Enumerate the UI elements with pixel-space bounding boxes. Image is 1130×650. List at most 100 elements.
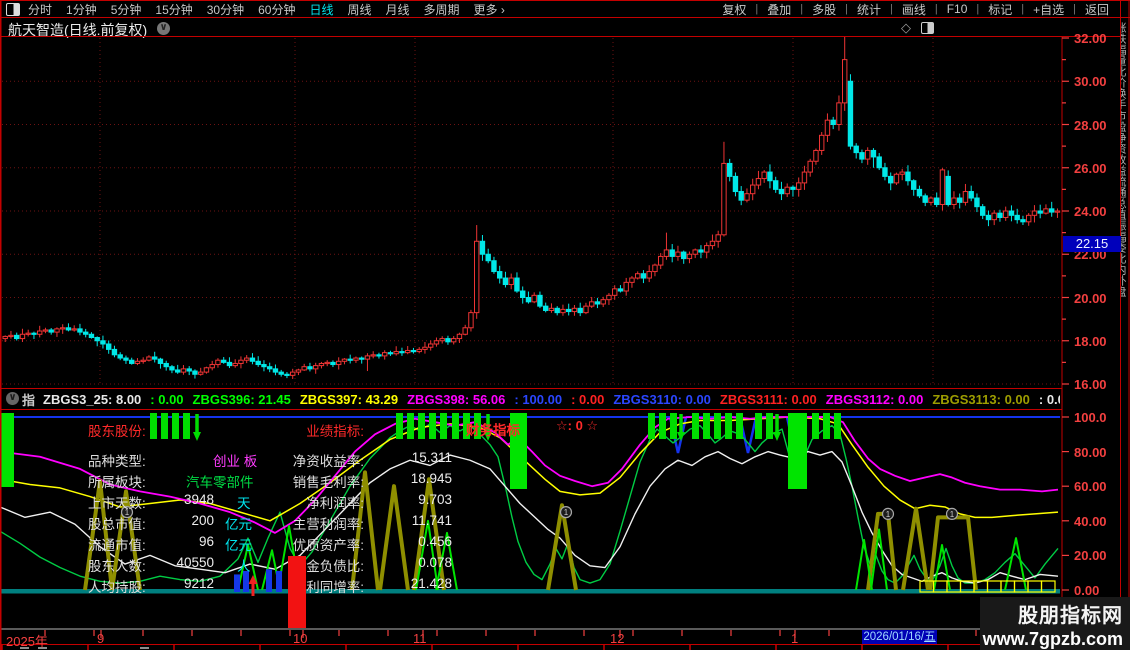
indicator-header-segment: : 100.00	[514, 391, 563, 407]
axis-month-label: 10	[293, 631, 308, 646]
svg-text:1: 1	[950, 510, 955, 519]
star-note: ☆: 0 ☆	[556, 418, 599, 433]
panel-right-value: 21.428	[410, 576, 452, 591]
panel-right-label: 净利润率:	[306, 496, 364, 511]
panel-left-unit: 亿元	[225, 517, 252, 532]
toolbar-button-叠加[interactable]: 叠加	[767, 2, 792, 17]
diamond-icon[interactable]: ◇	[901, 20, 911, 35]
indicator-header-segment: ZBGS3111: 0.00	[719, 391, 817, 407]
panel-right-value: 18.945	[410, 471, 452, 486]
indicator-header-segment: ZBGS3110: 0.00	[613, 391, 711, 407]
price-axis-label: 28.00	[1074, 117, 1107, 133]
axis-month-label: 1	[791, 631, 799, 646]
chevron-down-icon[interactable]: ∨	[157, 22, 170, 35]
toolbar-button-F10[interactable]: F10	[946, 2, 968, 16]
period-tab-60分钟[interactable]: 60分钟	[258, 2, 296, 17]
indicator-axis-label: 0.00	[1074, 583, 1100, 598]
indicator-axis-label: 80.00	[1074, 444, 1107, 460]
indicator-header-segment: ZBGS397: 43.29	[299, 391, 399, 407]
axis-month-label: 12	[610, 631, 625, 646]
toolbar-button-画线[interactable]: 画线	[901, 2, 926, 17]
period-tab-月线[interactable]: 月线	[385, 2, 410, 17]
toolbar-separator: |	[1073, 3, 1076, 15]
right-edge-panel: 涨跌幅量比价换手市盈净资收益流通总值振幅委比内外盘	[1121, 22, 1126, 297]
period-tab-分时[interactable]: 分时	[28, 2, 53, 17]
period-tab-多周期[interactable]: 多周期	[423, 2, 460, 17]
period-tab-1分钟[interactable]: 1分钟	[66, 2, 97, 17]
toolbar-button-+自选[interactable]: +自选	[1033, 2, 1065, 17]
svg-text:1: 1	[886, 510, 891, 519]
panel-left-value: 汽车零部件	[186, 475, 254, 490]
panel-left-unit: 人	[237, 559, 251, 574]
period-tab-更多 ›[interactable]: 更多 ›	[473, 2, 505, 17]
indicator-header-segment: ZBGS3112: 0.00	[825, 391, 924, 407]
panel-right-value: 9.703	[418, 492, 452, 507]
panel-left-label: 上市天数:	[88, 496, 146, 511]
svg-text:1: 1	[564, 508, 569, 517]
indicator-header-segment: ZBGS396: 21.45	[192, 391, 291, 407]
panel-left-label: 人均持股:	[88, 580, 146, 595]
indicator-header-segment: : 0.00	[1038, 391, 1060, 407]
watermark-url: www.7gpzb.com	[982, 629, 1123, 649]
panel-right-value: 0.078	[418, 555, 452, 570]
finance-note: 财务指标	[466, 423, 520, 438]
indicator-header-segment: : 0.00	[571, 391, 605, 407]
panel-left-label: 股东人数:	[88, 559, 146, 574]
price-axis-label: 24.00	[1074, 204, 1107, 219]
panel-left-label: 股东股份:	[88, 424, 146, 439]
toolbar-button-标记[interactable]: 标记	[988, 2, 1013, 17]
period-tab-30分钟[interactable]: 30分钟	[206, 2, 245, 17]
indicator-header-row[interactable]: ∨ 股朋指标网 ZBGS3_25: 8.00: 0.00 ZBGS396: 21.…	[2, 390, 1060, 408]
period-tab-5分钟[interactable]: 5分钟	[110, 2, 142, 17]
panel-right-label: 利同增率:	[306, 580, 364, 595]
toolbar-separator: |	[755, 3, 759, 15]
toolbar-button-返回[interactable]: 返回	[1084, 2, 1109, 17]
panel-split-icon[interactable]	[921, 22, 934, 34]
period-toolbar: 分时 1分钟 5分钟 15分钟 30分钟 60分钟 日线 周线 月线 多周期 更多 › 复权 | 叠加 |…	[0, 0, 1130, 18]
indicator-axis-label: 20.00	[1074, 548, 1107, 564]
stock-title: 航天智造(日线.前复权)	[8, 22, 148, 38]
price-axis-label: 20.00	[1074, 290, 1107, 306]
watermark: 股朋指标网 www.7gpzb.com	[980, 597, 1130, 650]
period-tab-周线[interactable]: 周线	[347, 2, 372, 17]
period-tab-日线[interactable]: 日线	[309, 2, 334, 17]
panel-left-label: 所属板块:	[88, 475, 146, 490]
price-axis-label: 32.00	[1074, 31, 1107, 46]
price-axis-label: 30.00	[1074, 74, 1107, 90]
toolbar-separator: |	[976, 3, 980, 15]
panel-left-value: 创业 板	[213, 454, 258, 469]
panel-left-unit: 亿元	[225, 538, 252, 553]
panel-right-label: 销售毛利率:	[292, 475, 364, 490]
panel-left-value: 200	[191, 513, 214, 528]
panel-left-value: 40550	[176, 555, 214, 570]
indicator-axis-label: 100.0	[1074, 410, 1107, 425]
period-tab-15分钟[interactable]: 15分钟	[155, 2, 193, 17]
chevron-down-icon[interactable]: ∨	[6, 392, 19, 405]
axis-month-label: 9	[97, 631, 105, 646]
panel-left-unit: 天	[237, 496, 251, 511]
panel-left-value: 96	[198, 534, 214, 549]
panel-right-value: 11.741	[411, 513, 452, 528]
indicator-axis-label: 60.00	[1074, 479, 1107, 495]
toolbar-button-多股[interactable]: 多股	[812, 2, 837, 17]
indicator-header-segment: ZBGS3_25: 8.00	[43, 391, 142, 407]
panel-left-label: 流通市值:	[88, 538, 146, 553]
panel-right-label: 主营利润率:	[292, 517, 364, 532]
indicator-header-segment: : 0.00	[150, 391, 184, 407]
window-split-icon[interactable]	[6, 2, 20, 16]
indicator-header-segment: ZBGS3113: 0.00	[932, 391, 1030, 407]
panel-right-value: 15.311	[411, 450, 452, 465]
panel-left-value: 9212	[183, 576, 214, 591]
cursor-date-badge: 2026/01/16/五	[862, 630, 937, 644]
panel-right-label: 优质资产率:	[292, 538, 364, 553]
toolbar-right-buttons: 复权 | 叠加 | 多股 | 统计 | 画线 | F10 | 标记 | +自选 | 返回	[713, 0, 1118, 18]
title-row: 航天智造(日线.前复权) ∨ ◇	[0, 19, 1120, 38]
axis-month-label: 11	[413, 631, 427, 646]
toolbar-button-统计[interactable]: 统计	[856, 2, 881, 17]
panel-left-value: 3948	[183, 492, 214, 507]
toolbar-button-复权[interactable]: 复权	[722, 2, 747, 17]
price-axis-label: 18.00	[1074, 333, 1107, 349]
indicator-axis-label: 40.00	[1074, 513, 1107, 529]
